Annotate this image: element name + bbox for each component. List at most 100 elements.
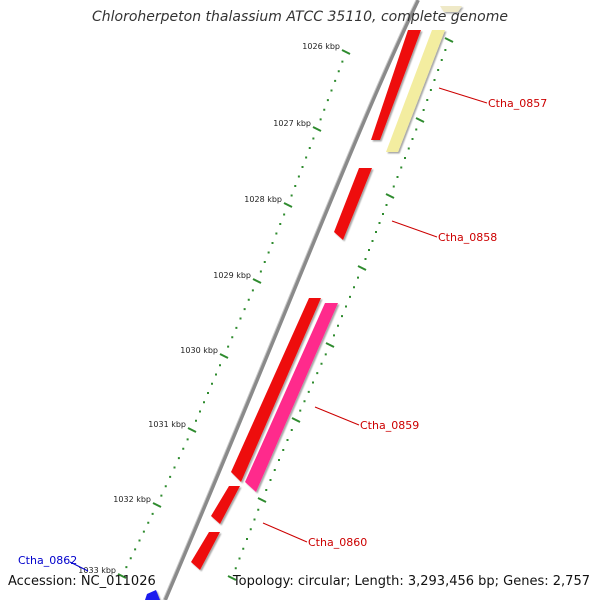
ruler-dot xyxy=(219,364,221,367)
inner-ruler-dots xyxy=(227,37,454,581)
ruler-dot xyxy=(251,289,254,292)
ruler-dot xyxy=(169,475,172,478)
gene-label-ctha-0860[interactable]: Ctha_0860 xyxy=(308,536,367,549)
inner-ruler-dot xyxy=(257,508,260,511)
accession-text: Accession: NC_011026 xyxy=(8,574,156,589)
cds-top-partial xyxy=(440,6,462,12)
map-title: Chloroherpeton thalassium ATCC 35110, co… xyxy=(92,9,508,25)
inner-ruler-dot xyxy=(341,315,343,318)
inner-tick-mark xyxy=(385,193,395,199)
ruler-dot xyxy=(147,521,150,524)
ruler-dot xyxy=(301,166,304,168)
ruler-dot xyxy=(263,261,266,263)
inner-ruler-dot xyxy=(249,528,252,531)
ruler-dot xyxy=(283,213,286,216)
leader-ctha-0860 xyxy=(262,522,308,543)
gene-labels: Ctha_0857 Ctha_0858 Ctha_0859 Ctha_0860 … xyxy=(18,97,547,567)
inner-ruler-dot xyxy=(378,222,381,224)
tick-mark xyxy=(187,427,197,433)
inner-ruler-dot xyxy=(426,99,429,101)
inner-ruler-dot xyxy=(320,362,323,365)
ruler-dot xyxy=(243,308,246,311)
tick-mark xyxy=(152,502,162,508)
inner-ruler-dot xyxy=(286,439,289,441)
inner-ruler-dot xyxy=(337,324,339,327)
tick-label: 1030 kbp xyxy=(180,346,218,355)
gene-label-ctha-0862[interactable]: Ctha_0862 xyxy=(18,554,77,567)
ruler-dot xyxy=(173,466,176,469)
cds-ctha-0859a[interactable] xyxy=(231,298,321,482)
inner-ruler-dot xyxy=(353,286,355,289)
inner-ruler-dot xyxy=(290,429,293,431)
inner-ruler-dot xyxy=(333,334,335,337)
leader-ctha-0857 xyxy=(438,87,488,104)
cds-ctha-0860b[interactable] xyxy=(191,532,220,570)
ruler-dot xyxy=(239,317,242,320)
ruler-dot xyxy=(297,175,300,178)
ruler-dot xyxy=(259,270,262,273)
ruler-dot xyxy=(271,242,274,244)
inner-tick-mark xyxy=(291,417,301,423)
ruler-dot xyxy=(267,251,270,254)
ruler-dot xyxy=(134,548,137,551)
cds-ctha-0857[interactable] xyxy=(386,30,445,152)
position-ruler-dots xyxy=(125,60,344,569)
ruler-dot xyxy=(195,419,197,422)
gene-label-ctha-0859[interactable]: Ctha_0859 xyxy=(360,419,419,432)
inner-ruler-dot xyxy=(349,295,351,298)
inner-ruler-dot xyxy=(303,400,306,403)
genome-backbone xyxy=(163,0,420,601)
ruler-dot xyxy=(142,530,145,533)
tick-mark xyxy=(341,49,351,55)
tick-label: 1027 kbp xyxy=(273,119,311,128)
inner-ruler-dot xyxy=(307,390,310,393)
tick-label: 1028 kbp xyxy=(244,195,282,204)
ruler-dot xyxy=(334,79,337,82)
inner-ruler-dot xyxy=(316,372,319,375)
ruler-dot xyxy=(160,494,163,497)
cds-ctha-0862[interactable] xyxy=(145,590,160,600)
inner-ruler-dot xyxy=(234,567,237,570)
ruler-dot xyxy=(211,382,213,385)
inner-ruler-dot xyxy=(404,157,406,159)
ruler-dot xyxy=(164,485,167,488)
ruler-dot xyxy=(294,185,297,187)
ruler-dot xyxy=(151,512,154,515)
inner-ruler-dot xyxy=(253,518,256,521)
ruler-dot xyxy=(231,336,234,339)
ruler-dot xyxy=(247,298,250,301)
inner-ruler-dot xyxy=(396,176,399,178)
ruler-dot xyxy=(125,566,128,569)
ruler-dot xyxy=(308,147,311,149)
tick-label: 1026 kbp xyxy=(302,42,340,51)
inner-ruler-dot xyxy=(385,204,388,206)
tick-label: 1033 kbp xyxy=(78,566,116,575)
ruler-dot xyxy=(182,447,185,450)
ruler-dot xyxy=(275,232,278,235)
inner-ruler-dot xyxy=(246,538,248,540)
inner-ruler-dot xyxy=(444,49,447,51)
gene-label-ctha-0857[interactable]: Ctha_0857 xyxy=(488,97,547,110)
genome-backbone-highlight xyxy=(162,0,417,601)
gene-features xyxy=(145,6,462,600)
inner-ruler-dot xyxy=(371,240,374,242)
inner-ruler-dot xyxy=(357,276,359,279)
leader-ctha-0859 xyxy=(314,406,360,426)
cds-ctha-0860a[interactable] xyxy=(211,486,240,524)
inner-ruler-dot xyxy=(345,305,347,308)
gene-label-ctha-0858[interactable]: Ctha_0858 xyxy=(438,231,497,244)
inner-ruler-dot xyxy=(242,547,245,550)
inner-ruler-dot xyxy=(273,469,276,471)
inner-ruler-dot xyxy=(382,213,384,215)
cds-ctha-0859b[interactable] xyxy=(245,303,338,492)
inner-tick-mark xyxy=(227,575,237,581)
inner-ruler-dot xyxy=(437,69,440,71)
inner-ruler-dot xyxy=(440,59,443,61)
label-leaders xyxy=(69,87,488,572)
cds-ctha-0856[interactable] xyxy=(371,30,421,140)
cds-ctha-0858[interactable] xyxy=(334,168,372,240)
inner-tick-mark xyxy=(357,265,367,271)
ruler-dot xyxy=(323,108,326,111)
